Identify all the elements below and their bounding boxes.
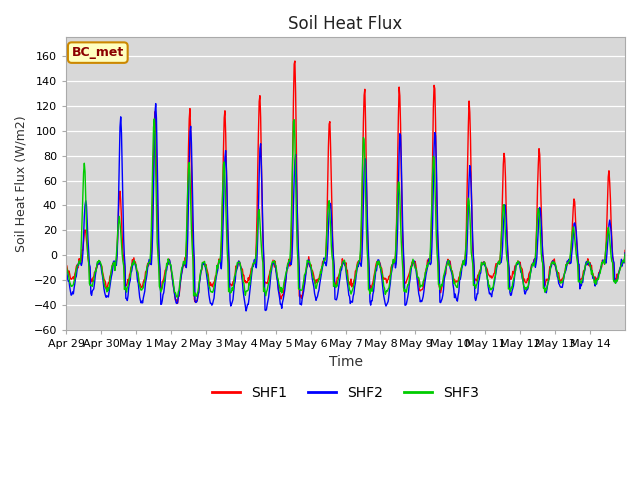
SHF1 xyxy=(62,262,70,268)
Y-axis label: Soil Heat Flux (W/m2): Soil Heat Flux (W/m2) xyxy=(15,115,28,252)
SHF3 xyxy=(281,276,289,282)
SHF3 xyxy=(436,287,444,292)
Line: SHF2: SHF2 xyxy=(66,104,625,311)
SHF1 xyxy=(259,234,267,240)
SHF1 xyxy=(291,58,299,64)
SHF2 xyxy=(128,268,136,274)
SHF1 xyxy=(231,271,239,277)
SHF3 xyxy=(404,282,412,288)
SHF2 xyxy=(436,300,444,305)
SHF1 xyxy=(404,273,412,278)
Legend: SHF1, SHF2, SHF3: SHF1, SHF2, SHF3 xyxy=(207,380,484,405)
SHF3 xyxy=(621,252,629,257)
SHF2 xyxy=(242,308,250,314)
SHF3 xyxy=(62,261,70,267)
Text: BC_met: BC_met xyxy=(72,46,124,59)
SHF2 xyxy=(231,279,239,285)
SHF1 xyxy=(128,263,136,269)
Title: Soil Heat Flux: Soil Heat Flux xyxy=(289,15,403,33)
SHF3 xyxy=(232,268,240,274)
Line: SHF1: SHF1 xyxy=(66,61,625,303)
SHF2 xyxy=(281,288,289,294)
SHF1 xyxy=(173,300,181,306)
X-axis label: Time: Time xyxy=(328,355,362,369)
SHF3 xyxy=(260,288,268,294)
SHF2 xyxy=(152,101,159,107)
SHF3 xyxy=(150,116,158,122)
SHF3 xyxy=(173,294,181,300)
SHF2 xyxy=(260,250,268,255)
SHF1 xyxy=(621,248,629,253)
SHF1 xyxy=(436,286,444,292)
SHF1 xyxy=(280,286,288,292)
SHF2 xyxy=(404,288,412,294)
SHF3 xyxy=(128,263,136,269)
SHF2 xyxy=(62,265,70,271)
Line: SHF3: SHF3 xyxy=(66,119,625,297)
SHF2 xyxy=(621,250,629,256)
